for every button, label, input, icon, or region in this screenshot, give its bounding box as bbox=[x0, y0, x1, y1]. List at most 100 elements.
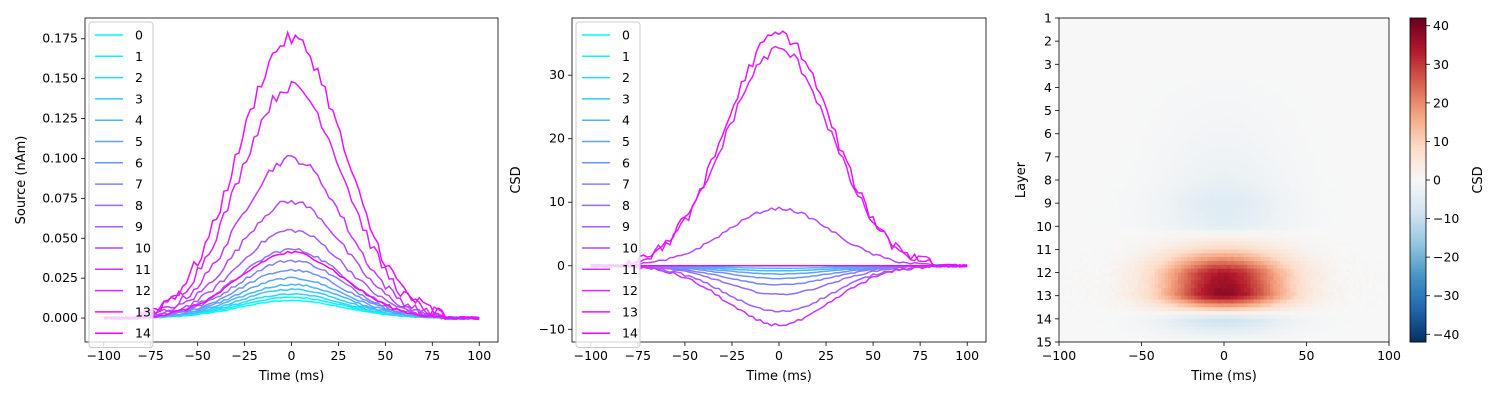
x-tick-label: 50 bbox=[865, 348, 881, 363]
source-line-chart: −100 −75 −50 −25 0 25 50 75 1000.0000.0250.0500.… bbox=[14, 17, 499, 384]
colorbar-tick-label: 0 bbox=[1433, 173, 1441, 188]
x-tick-label: −50 bbox=[672, 348, 698, 363]
legend-label-12: 12 bbox=[135, 283, 151, 298]
y-tick-label: 0.175 bbox=[42, 31, 78, 46]
colorbar-tick-label: 20 bbox=[1433, 95, 1449, 110]
legend-label-5: 5 bbox=[622, 134, 630, 149]
legend-label-8: 8 bbox=[135, 198, 143, 213]
series-line-9 bbox=[590, 263, 968, 313]
legend-label-7: 7 bbox=[135, 177, 143, 192]
y-tick-label: 0.075 bbox=[42, 190, 78, 205]
y-tick-label: 10 bbox=[1036, 219, 1052, 234]
heatmap-cells bbox=[1059, 18, 1390, 343]
x-tick-label: 75 bbox=[424, 348, 440, 363]
x-tick-label: 75 bbox=[912, 348, 928, 363]
legend-label-6: 6 bbox=[135, 155, 143, 170]
legend-label-5: 5 bbox=[135, 134, 143, 149]
colorbar: −40 −30 −20 −10 0 10 20 30 40 CSD bbox=[1409, 17, 1486, 343]
y-axis-label: Layer bbox=[1014, 161, 1029, 198]
x-tick-label: 100 bbox=[1377, 348, 1401, 363]
legend-label-10: 10 bbox=[622, 241, 638, 256]
y-tick-label: 0.100 bbox=[42, 150, 78, 165]
legend-label-13: 13 bbox=[135, 304, 151, 319]
series-line-11 bbox=[590, 263, 968, 327]
series-line-14 bbox=[103, 250, 480, 320]
legend-label-11: 11 bbox=[135, 262, 151, 277]
legend-label-3: 3 bbox=[622, 91, 630, 106]
legend-label-7: 7 bbox=[622, 177, 630, 192]
y-tick-label: 13 bbox=[1036, 288, 1052, 303]
y-tick-label: 3 bbox=[1044, 57, 1052, 72]
y-tick-label: 0.125 bbox=[42, 111, 78, 126]
colorbar-tick-label: 40 bbox=[1433, 18, 1449, 33]
y-tick-label: 6 bbox=[1044, 126, 1052, 141]
x-tick-label: 0 bbox=[1220, 348, 1228, 363]
legend-label-2: 2 bbox=[622, 70, 630, 85]
plot-area bbox=[590, 30, 968, 327]
y-tick-label: −10 bbox=[539, 321, 565, 336]
plot-area bbox=[103, 29, 480, 321]
series-line-13 bbox=[590, 30, 968, 268]
y-tick-label: 0.025 bbox=[42, 270, 78, 285]
y-axis-label: Source (nAm) bbox=[14, 136, 29, 225]
x-tick-label: 25 bbox=[330, 348, 346, 363]
y-tick-label: 9 bbox=[1044, 196, 1052, 211]
y-tick-label: 10 bbox=[549, 194, 565, 209]
x-tick-label: 100 bbox=[955, 348, 979, 363]
x-tick-label: −50 bbox=[1128, 348, 1154, 363]
legend-label-1: 1 bbox=[622, 49, 630, 64]
legend-label-1: 1 bbox=[135, 49, 143, 64]
series-line-8 bbox=[590, 263, 968, 296]
x-tick-label: 25 bbox=[818, 348, 834, 363]
legend-label-12: 12 bbox=[622, 283, 638, 298]
legend-label-2: 2 bbox=[135, 70, 143, 85]
y-tick-label: 4 bbox=[1044, 80, 1052, 95]
legend-label-8: 8 bbox=[622, 198, 630, 213]
x-tick-label: −75 bbox=[138, 348, 164, 363]
x-axis-label: Time (ms) bbox=[1190, 369, 1257, 384]
colorbar-label: CSD bbox=[1471, 166, 1486, 193]
y-tick-label: 2 bbox=[1044, 34, 1052, 49]
colorbar-tick-label: −20 bbox=[1433, 250, 1459, 265]
x-tick-label: −75 bbox=[625, 348, 651, 363]
y-tick-label: 12 bbox=[1036, 265, 1052, 280]
y-tick-label: 0.000 bbox=[42, 310, 78, 325]
x-tick-label: −100 bbox=[574, 348, 608, 363]
series-line-12 bbox=[590, 45, 968, 268]
x-tick-label: −25 bbox=[231, 348, 257, 363]
y-tick-label: 14 bbox=[1036, 311, 1052, 326]
y-axis-label: CSD bbox=[509, 166, 524, 193]
y-tick-label: 11 bbox=[1036, 242, 1052, 257]
legend-label-0: 0 bbox=[622, 28, 630, 43]
y-tick-label: 30 bbox=[549, 67, 565, 82]
legend-label-13: 13 bbox=[622, 304, 638, 319]
series-line-11 bbox=[103, 154, 480, 320]
y-tick-label: 0.150 bbox=[42, 71, 78, 86]
x-tick-label: 50 bbox=[1299, 348, 1315, 363]
y-tick-label: 5 bbox=[1044, 103, 1052, 118]
x-axis-label: Time (ms) bbox=[258, 369, 325, 384]
x-tick-label: −100 bbox=[1042, 348, 1076, 363]
colorbar-tick-label: 30 bbox=[1433, 57, 1449, 72]
legend-label-9: 9 bbox=[135, 219, 143, 234]
legend-label-0: 0 bbox=[135, 28, 143, 43]
x-tick-label: 100 bbox=[467, 348, 491, 363]
colorbar-tick-label: −10 bbox=[1433, 211, 1459, 226]
y-tick-label: 8 bbox=[1044, 173, 1052, 188]
series-line-9 bbox=[103, 228, 480, 320]
series-line-14 bbox=[590, 263, 968, 268]
legend-label-4: 4 bbox=[135, 113, 143, 128]
y-tick-label: 20 bbox=[549, 131, 565, 146]
colorbar-tick-label: 10 bbox=[1433, 134, 1449, 149]
y-tick-label: 1 bbox=[1044, 11, 1052, 26]
x-tick-label: 50 bbox=[377, 348, 393, 363]
y-tick-label: 0.050 bbox=[42, 230, 78, 245]
legend-label-9: 9 bbox=[622, 219, 630, 234]
colorbar-tick-label: −40 bbox=[1433, 327, 1459, 342]
legend-label-14: 14 bbox=[622, 326, 638, 341]
legend-label-14: 14 bbox=[135, 326, 151, 341]
